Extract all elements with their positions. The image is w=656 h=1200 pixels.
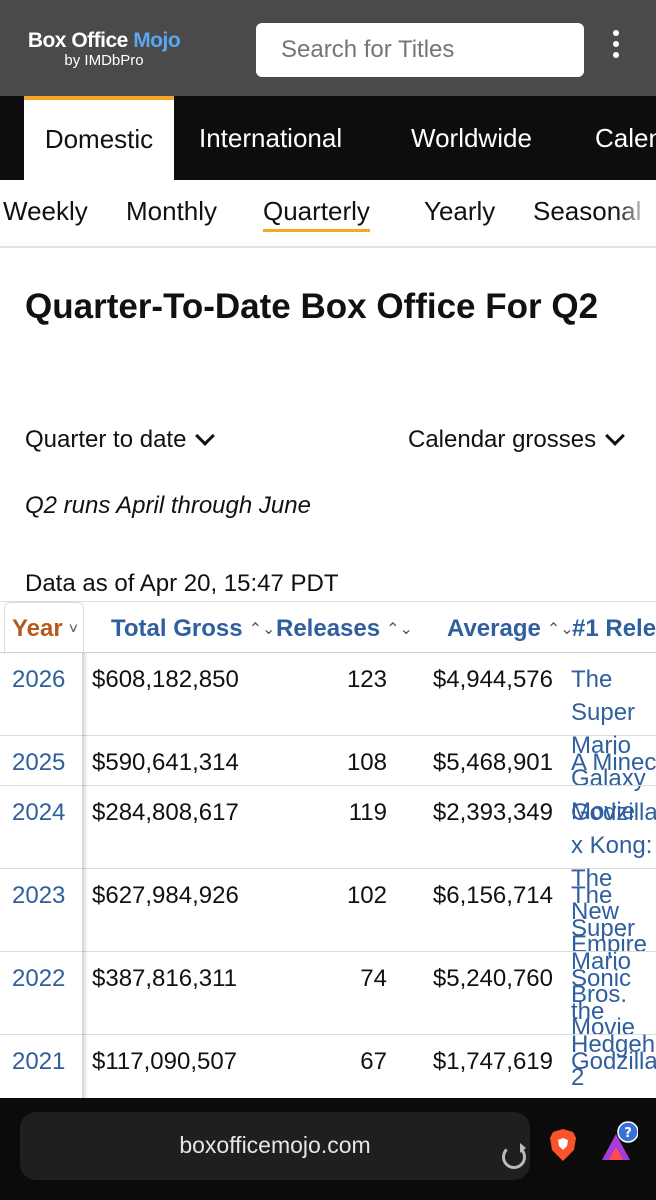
year-link[interactable]: 2021 xyxy=(12,1048,66,1075)
table-row: 2022 $387,816,311 74 $5,240,760 Sonic th… xyxy=(0,952,656,1091)
column-header-top-release[interactable]: #1 Release xyxy=(572,615,656,642)
table-row: 2025 $590,641,314 108 $5,468,901 A Minec… xyxy=(0,736,656,786)
table-row: 2021 $117,090,507 67 $1,747,619 Godzilla… xyxy=(0,1035,656,1099)
box-office-mojo-logo[interactable]: Box Office Mojo by IMDbPro xyxy=(24,30,184,70)
tab-worldwide[interactable]: Worldwide xyxy=(411,123,532,153)
logo-subtitle: by IMDbPro xyxy=(64,52,144,69)
calendar-grosses-dropdown[interactable]: Calendar grosses xyxy=(408,426,626,454)
year-link[interactable]: 2022 xyxy=(12,965,66,992)
top-release-link[interactable]: The Super Mario Galaxy Movie xyxy=(571,666,646,825)
average-gross: $2,393,349 xyxy=(432,799,553,826)
tab-international[interactable]: International xyxy=(199,123,343,153)
page-title: Quarter-To-Date Box Office For Q2 xyxy=(25,287,599,326)
brave-rewards-icon[interactable]: ? xyxy=(598,1120,638,1164)
browser-bottom-bar: boxofficemojo.com ? xyxy=(0,1098,656,1200)
quarter-to-date-dropdown[interactable]: Quarter to date xyxy=(25,426,216,454)
svg-text:?: ? xyxy=(624,1126,632,1141)
nav-fade xyxy=(616,180,656,246)
releases-count: 102 xyxy=(346,882,387,909)
column-header-total-gross[interactable]: Total Gross ⌃⌄ xyxy=(111,615,276,642)
top-release-link[interactable]: Godzilla vs. Kong xyxy=(571,1048,656,1075)
secondary-nav: Weekly Monthly Quarterly Yearly Seasonal xyxy=(0,180,656,248)
total-gross: $284,808,617 xyxy=(92,799,239,826)
column-header-average[interactable]: Average ⌃⌄ xyxy=(447,615,574,642)
sort-icon: ⌃⌄ xyxy=(386,621,413,638)
address-bar[interactable]: boxofficemojo.com xyxy=(20,1112,530,1180)
total-gross: $117,090,507 xyxy=(92,1048,238,1075)
tab-quarterly[interactable]: Quarterly xyxy=(263,196,370,232)
average-gross: $1,747,619 xyxy=(432,1048,553,1075)
column-header-year[interactable]: Year ˅ xyxy=(12,615,79,642)
reload-icon[interactable] xyxy=(502,1143,526,1169)
top-release-link[interactable]: A Minecraft Movie xyxy=(571,749,656,776)
year-link[interactable]: 2024 xyxy=(12,799,66,826)
releases-count: 108 xyxy=(346,749,387,776)
total-gross: $608,182,850 xyxy=(92,666,239,693)
url-text: boxofficemojo.com xyxy=(179,1132,371,1158)
average-gross: $6,156,714 xyxy=(432,882,553,909)
site-header: Box Office Mojo by IMDbPro xyxy=(0,0,656,96)
total-gross: $627,984,926 xyxy=(92,882,239,909)
sort-icon: ⌃⌄ xyxy=(248,621,276,638)
total-gross: $590,641,314 xyxy=(92,749,239,776)
releases-count: 67 xyxy=(360,1048,387,1075)
releases-count: 74 xyxy=(360,965,387,992)
brave-shields-icon[interactable] xyxy=(548,1128,578,1162)
search-input[interactable] xyxy=(256,23,584,77)
sticky-column-shadow xyxy=(82,653,88,1099)
average-gross: $5,468,901 xyxy=(432,749,553,776)
year-link[interactable]: 2025 xyxy=(12,749,66,776)
table-row: 2026 $608,182,850 123 $4,944,576 The Sup… xyxy=(0,653,656,825)
releases-count: 123 xyxy=(346,666,387,693)
tab-monthly[interactable]: Monthly xyxy=(126,196,218,226)
table-row: 2023 $627,984,926 102 $6,156,714 The Sup… xyxy=(0,869,656,1041)
tab-domestic[interactable]: Domestic xyxy=(24,96,174,180)
year-link[interactable]: 2026 xyxy=(12,666,66,693)
top-release-link[interactable]: Sonic the Hedgehog 2 xyxy=(571,965,656,1091)
dropdown-label: Quarter to date xyxy=(25,426,187,453)
sort-icon: ⌃⌄ xyxy=(546,621,574,638)
dropdown-label: Calendar grosses xyxy=(408,426,597,453)
data-timestamp: Data as of Apr 20, 15:47 PDT xyxy=(25,570,339,597)
releases-count: 119 xyxy=(348,799,387,826)
logo-text-box-office: Box Office xyxy=(27,29,129,52)
top-release-link[interactable]: The Super Mario Bros. Movie xyxy=(571,882,636,1041)
tab-weekly[interactable]: Weekly xyxy=(3,196,88,226)
more-options-icon[interactable] xyxy=(606,30,626,70)
column-header-releases[interactable]: Releases ⌃⌄ xyxy=(276,615,413,642)
table-row: 2024 $284,808,617 119 $2,393,349 Godzill… xyxy=(0,786,656,958)
logo-text-mojo: Mojo xyxy=(133,29,181,52)
primary-nav: Domestic International Worldwide Calenda… xyxy=(0,96,656,180)
quarter-note: Q2 runs April through June xyxy=(25,492,311,519)
sort-desc-icon: ˅ xyxy=(68,621,79,638)
year-link[interactable]: 2023 xyxy=(12,882,66,909)
tab-yearly[interactable]: Yearly xyxy=(424,196,496,226)
box-office-table: Year ˅ Total Gross ⌃⌄ Releases ⌃⌄ Average ⌃⌄… xyxy=(0,601,656,1099)
top-release-link[interactable]: Godzilla x Kong: The New Empire xyxy=(571,799,656,958)
tab-calendar[interactable]: Calendar xyxy=(595,123,656,153)
table-header: Year ˅ Total Gross ⌃⌄ Releases ⌃⌄ Average ⌃⌄… xyxy=(0,601,656,654)
average-gross: $4,944,576 xyxy=(432,666,553,693)
chevron-down-icon xyxy=(195,426,216,446)
average-gross: $5,240,760 xyxy=(432,965,553,992)
chevron-down-icon xyxy=(605,426,626,446)
total-gross: $387,816,311 xyxy=(92,965,238,992)
